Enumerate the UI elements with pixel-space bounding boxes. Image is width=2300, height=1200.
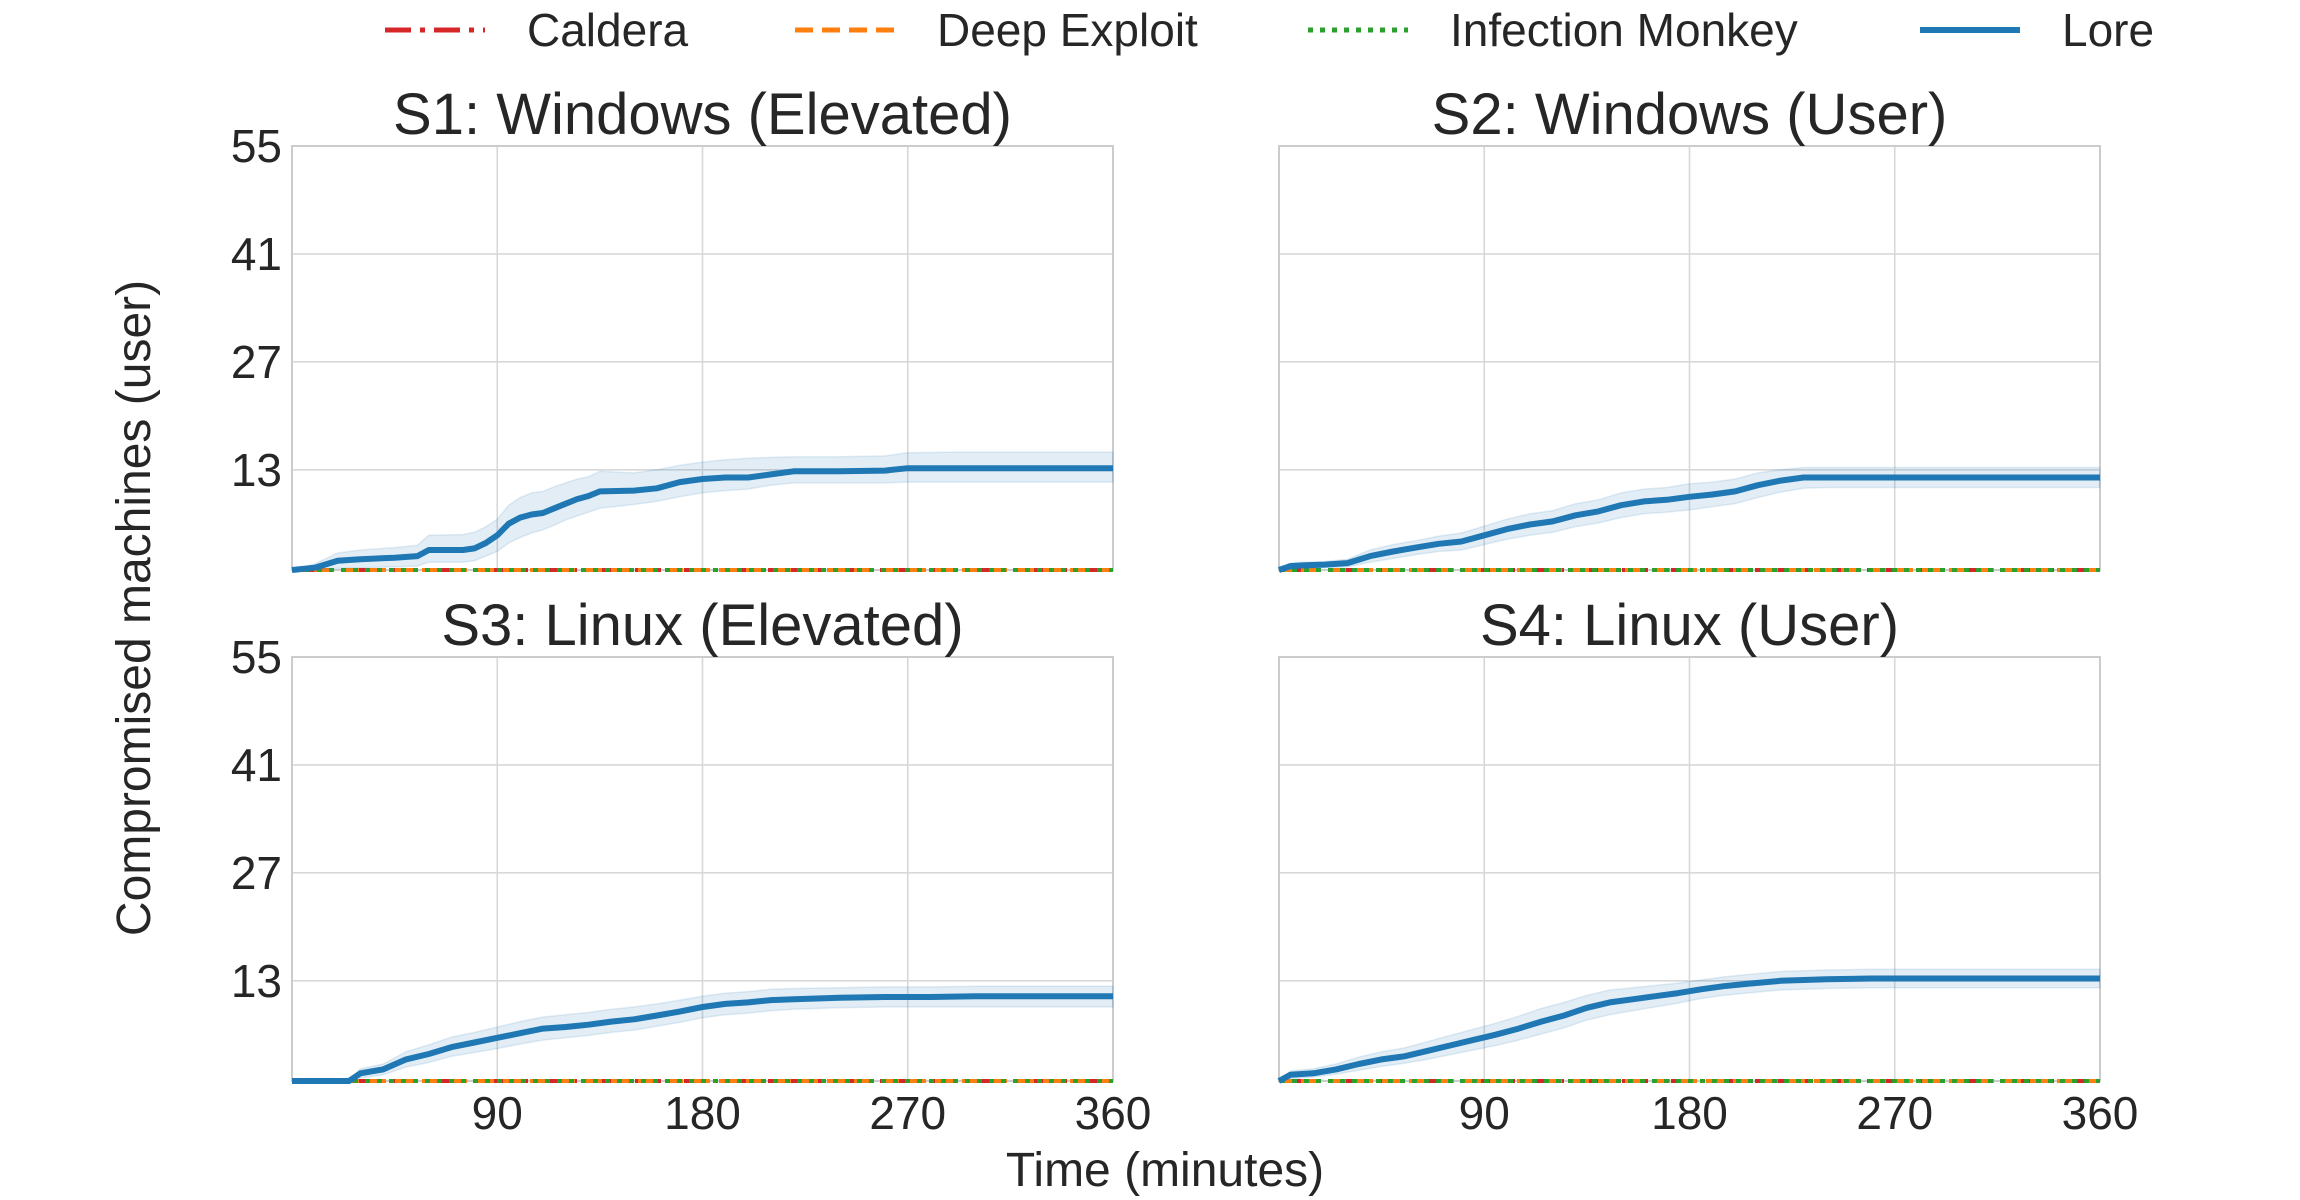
subplot-3: S3: Linux (Elevated) 55 41 27 13 90 180 270 360 (231, 593, 1152, 1139)
subplot-4: S4: Linux (User) 90 180 270 360 (1276, 593, 2139, 1139)
x-tick-label: 270 (869, 1087, 946, 1139)
x-tick-label: 180 (1651, 1087, 1728, 1139)
series-line-lore (1277, 975, 2100, 1084)
y-tick-label: 13 (231, 444, 282, 496)
y-tick-label: 27 (231, 847, 282, 899)
subplot-title: S1: Windows (Elevated) (393, 82, 1012, 147)
legend-label-caldera: Caldera (527, 4, 689, 56)
series-line-lore (292, 993, 1113, 1084)
subplot-title: S2: Windows (User) (1432, 82, 1948, 147)
x-tick-label: 360 (2062, 1087, 2139, 1139)
x-tick-label: 90 (1459, 1087, 1510, 1139)
x-tick-label: 360 (1075, 1087, 1152, 1139)
x-tick-label: 270 (1856, 1087, 1933, 1139)
legend-label-lore: Lore (2062, 4, 2154, 56)
y-axis-label: Compromised machines (user) (108, 280, 161, 936)
subplot-title: S3: Linux (Elevated) (441, 593, 963, 658)
subplot-2: S2: Windows (User) (1278, 82, 2101, 573)
x-tick-label: 90 (472, 1087, 523, 1139)
y-tick-label: 55 (231, 631, 282, 683)
y-tick-label: 27 (231, 336, 282, 388)
y-tick-label: 55 (231, 120, 282, 172)
subplot-1: S1: Windows (Elevated) 55 41 27 13 (231, 82, 1114, 573)
legend-label-infection-monkey: Infection Monkey (1450, 4, 1798, 56)
x-axis-label: Time (minutes) (1006, 1144, 1324, 1197)
y-tick-label: 41 (231, 739, 282, 791)
x-tick-label: 180 (664, 1087, 741, 1139)
series-line-lore (1278, 474, 2100, 573)
legend-label-deep-exploit: Deep Exploit (937, 4, 1198, 56)
legend: Caldera Deep Exploit Infection Monkey Lo… (385, 4, 2154, 56)
y-tick-label: 41 (231, 228, 282, 280)
y-tick-label: 13 (231, 955, 282, 1007)
subplots: S1: Windows (Elevated) 55 41 27 13 S2: Window… (231, 82, 2139, 1139)
subplot-title: S4: Linux (User) (1480, 593, 1899, 658)
series-line-lore (291, 465, 1113, 573)
